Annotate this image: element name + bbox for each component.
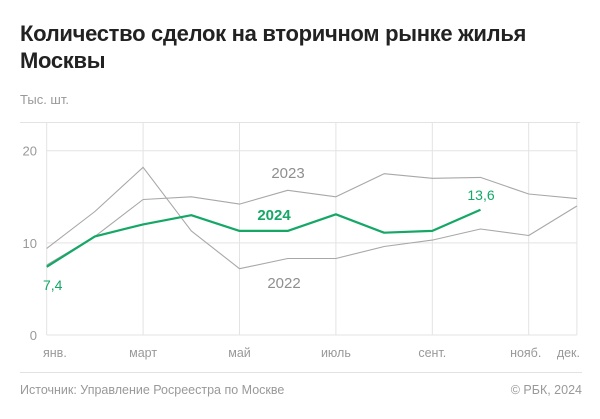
footer-divider xyxy=(20,372,582,373)
x-tick-label: май xyxy=(228,346,251,360)
data-label: 7,4 xyxy=(43,277,63,293)
x-tick-label: нояб. xyxy=(510,346,541,360)
y-tick-label: 0 xyxy=(30,328,37,343)
y-tick-label: 20 xyxy=(23,144,37,159)
data-label: 13,6 xyxy=(467,187,494,203)
grid xyxy=(20,122,580,336)
series-line-2022 xyxy=(46,166,578,270)
copyright: © РБК, 2024 xyxy=(510,383,582,397)
y-tick-label: 10 xyxy=(23,236,37,251)
series-lines xyxy=(46,166,578,270)
x-tick-label: сент. xyxy=(418,346,446,360)
series-label-2022: 2022 xyxy=(267,275,300,292)
x-tick-label: март xyxy=(129,346,157,360)
unit-label: Тыс. шт. xyxy=(20,92,69,107)
x-tick-label: дек. xyxy=(557,346,580,360)
series-line-2023 xyxy=(46,173,577,266)
chart-title: Количество сделок на вторичном рынке жил… xyxy=(20,21,527,73)
labels: 0 10 20 янв. март май июль сент. нояб. дек. 2022 20… xyxy=(23,144,580,360)
x-tick-label: июль xyxy=(321,346,351,360)
series-line-2024 xyxy=(46,208,481,268)
series-label-2024: 2024 xyxy=(257,207,291,224)
x-tick-label: янв. xyxy=(43,346,67,360)
source-note: Источник: Управление Росреестра по Москв… xyxy=(20,383,285,397)
series-label-2023: 2023 xyxy=(271,165,304,182)
